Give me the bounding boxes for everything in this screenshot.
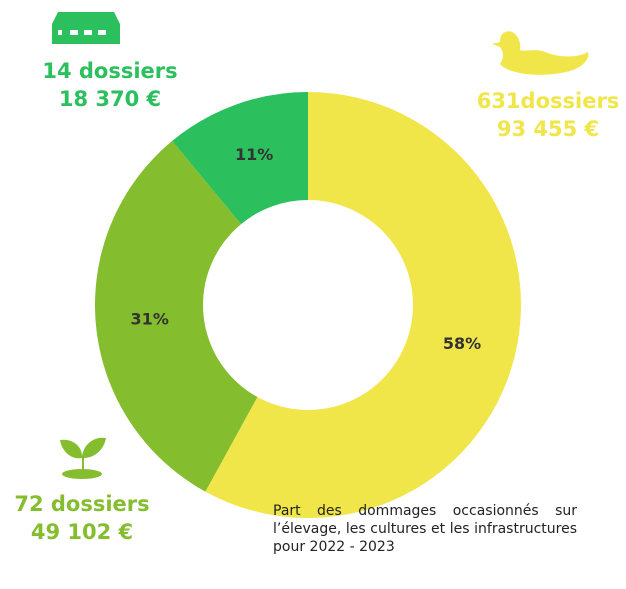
slice — [95, 140, 258, 492]
annotation: 72 dossiers — [14, 492, 149, 516]
house-icon — [52, 12, 120, 44]
caption: Part des dommages occasionnés sur l’élev… — [273, 503, 577, 555]
sprout-icon — [60, 437, 106, 479]
annotation: 49 102 € — [31, 520, 133, 544]
annotation: 14 dossiers — [42, 59, 177, 83]
slice — [205, 92, 521, 518]
slice-label: 11% — [235, 145, 273, 164]
slice-label: 58% — [443, 334, 481, 353]
annotation: 631dossiers — [477, 89, 620, 113]
annotation: 93 455 € — [497, 117, 599, 141]
annotation: 18 370 € — [59, 87, 161, 111]
slice — [172, 92, 308, 225]
slice-label: 31% — [131, 309, 169, 328]
duck-icon — [492, 31, 589, 75]
